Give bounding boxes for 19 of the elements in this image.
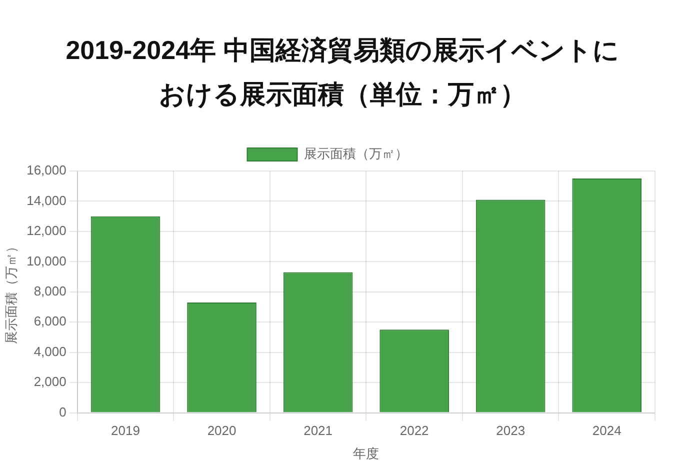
y-tick-label: 4,000 — [34, 344, 66, 359]
x-axis-title: 年度 — [353, 446, 380, 461]
legend-label: 展示面積（万㎡） — [304, 146, 408, 162]
y-tick-label: 10,000 — [26, 253, 66, 268]
y-tick-label: 16,000 — [26, 162, 66, 178]
x-tick-label: 2021 — [304, 423, 333, 438]
x-tick-label: 2023 — [496, 423, 526, 438]
x-tick-label: 2020 — [207, 423, 236, 438]
x-tick-label: 2019 — [111, 423, 140, 438]
x-tick-label: 2022 — [400, 423, 429, 438]
y-tick-label: 6,000 — [34, 314, 66, 329]
x-tick-label: 2024 — [592, 423, 622, 438]
y-tick-label: 8,000 — [34, 283, 66, 298]
chart-title: 2019-2024年 中国経済貿易類の展示イベントにおける展示面積（単位：万㎡） — [64, 34, 620, 111]
y-tick-label: 14,000 — [26, 192, 66, 208]
y-axis-title: 展示面積（万㎡） — [3, 240, 18, 344]
y-tick-label: 0 — [59, 404, 66, 420]
y-tick-label: 2,000 — [34, 374, 66, 390]
y-tick-label: 12,000 — [26, 223, 66, 238]
